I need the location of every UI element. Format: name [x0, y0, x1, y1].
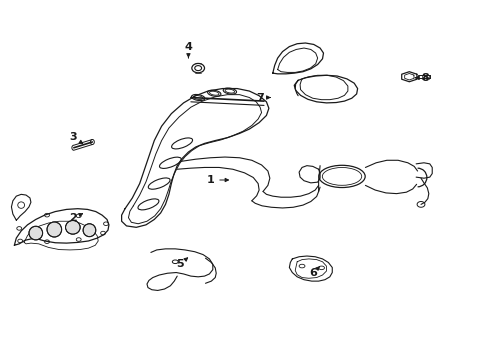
- Ellipse shape: [83, 224, 96, 237]
- Text: 6: 6: [308, 266, 319, 278]
- Ellipse shape: [47, 222, 61, 237]
- Text: 7: 7: [256, 93, 269, 103]
- Text: 3: 3: [69, 132, 82, 144]
- Text: 2: 2: [69, 213, 82, 222]
- Ellipse shape: [29, 226, 42, 240]
- Text: 4: 4: [184, 42, 192, 58]
- Text: 5: 5: [176, 258, 187, 269]
- Text: 1: 1: [206, 175, 228, 185]
- Text: 8: 8: [414, 73, 428, 83]
- Ellipse shape: [65, 221, 80, 234]
